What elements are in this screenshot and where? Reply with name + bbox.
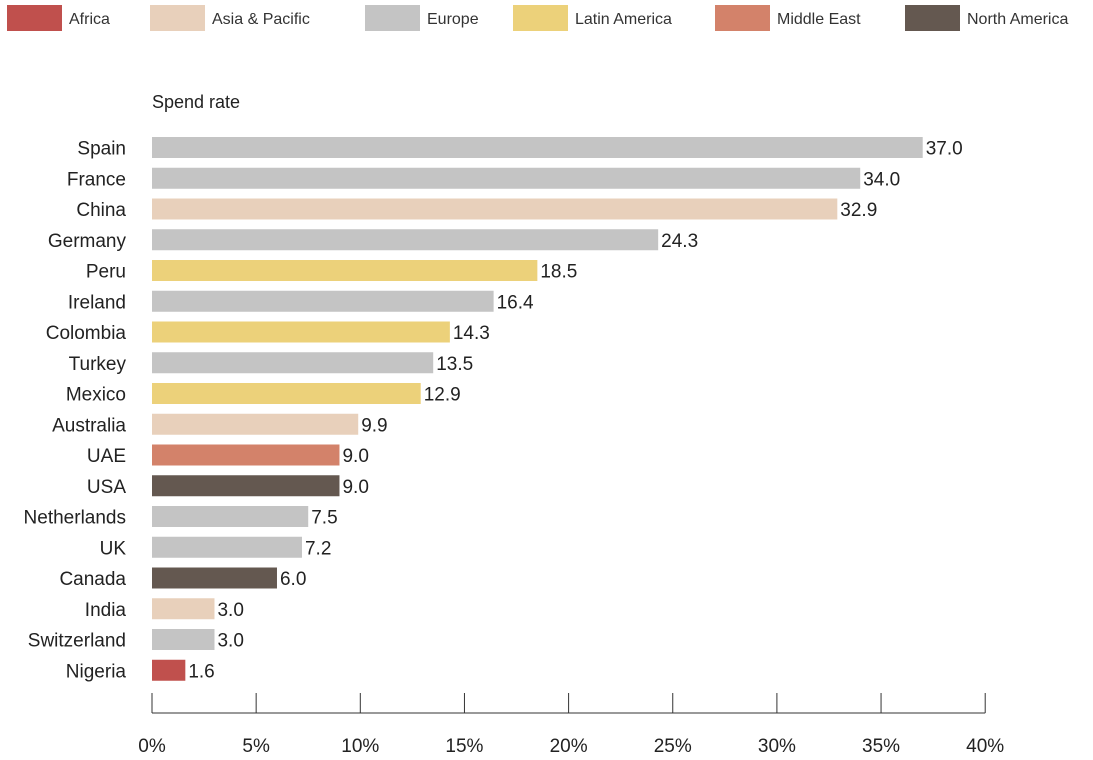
value-label-peru: 18.5 (540, 262, 577, 283)
value-label-usa: 9.0 (342, 477, 368, 498)
bar-nigeria (152, 659, 186, 681)
category-label-spain: Spain (77, 139, 126, 160)
category-label-turkey: Turkey (69, 354, 127, 375)
x-tick-label-15: 15% (445, 736, 483, 757)
legend-label-latin-america: Latin America (575, 11, 672, 28)
category-label-mexico: Mexico (66, 385, 126, 406)
category-label-uk: UK (100, 538, 127, 559)
bar-france (152, 167, 861, 189)
value-label-china: 32.9 (840, 200, 877, 221)
category-labels: Spain France China Germany Peru Ireland Colomb… (24, 139, 127, 683)
category-label-france: France (67, 169, 126, 190)
category-label-usa: USA (87, 477, 126, 498)
bar-australia (152, 413, 359, 435)
legend-label-europe: Europe (427, 11, 479, 28)
legend-label-north-america: North America (967, 11, 1068, 28)
value-labels: 37.0 34.0 32.9 24.3 18.5 16.4 14.3 13.5 12.9 9.9 9… (188, 139, 962, 683)
value-label-india: 3.0 (217, 600, 243, 621)
value-label-switzerland: 3.0 (217, 631, 243, 652)
legend: Africa Asia & Pacific Europe Latin America M… (7, 5, 1068, 31)
category-label-australia: Australia (52, 415, 126, 436)
category-label-colombia: Colombia (46, 323, 127, 344)
category-label-switzerland: Switzerland (28, 631, 126, 652)
value-label-spain: 37.0 (926, 139, 963, 160)
x-axis: 0% 5% 10% 15% 20% 25% 30% 35% 40% (138, 693, 1004, 757)
bar-colombia (152, 321, 450, 343)
y-axis-title: Spend rate (152, 92, 240, 112)
x-tick-label-35: 35% (862, 736, 900, 757)
legend-label-africa: Africa (69, 11, 110, 28)
bar-turkey (152, 352, 434, 374)
category-label-nigeria: Nigeria (66, 661, 127, 682)
value-label-mexico: 12.9 (424, 385, 461, 406)
category-label-uae: UAE (87, 446, 126, 467)
x-tick-label-0: 0% (138, 736, 166, 757)
bar-peru (152, 260, 538, 281)
bar-germany (152, 229, 659, 251)
value-label-turkey: 13.5 (436, 354, 473, 375)
value-label-ireland: 16.4 (497, 292, 534, 313)
legend-swatch-europe (365, 5, 420, 31)
bar-mexico (152, 383, 421, 404)
value-label-australia: 9.9 (361, 415, 387, 436)
value-label-uae: 9.0 (342, 446, 368, 467)
value-label-netherlands: 7.5 (311, 508, 337, 529)
x-tick-label-20: 20% (550, 736, 588, 757)
legend-swatch-africa (7, 5, 62, 31)
legend-swatch-north-america (905, 5, 960, 31)
value-label-canada: 6.0 (280, 569, 306, 590)
x-tick-label-40: 40% (966, 736, 1004, 757)
category-label-india: India (85, 600, 127, 621)
legend-label-middle-east: Middle East (777, 11, 861, 28)
category-label-china: China (76, 200, 126, 221)
value-label-uk: 7.2 (305, 538, 331, 559)
value-label-colombia: 14.3 (453, 323, 490, 344)
bar-uk (152, 536, 302, 558)
bar-india (152, 598, 215, 620)
bar-china (152, 198, 838, 220)
legend-swatch-latin-america (513, 5, 568, 31)
x-tick-label-30: 30% (758, 736, 796, 757)
category-label-germany: Germany (48, 231, 127, 252)
bars (152, 137, 923, 681)
bar-ireland (152, 290, 494, 312)
x-tick-label-10: 10% (341, 736, 379, 757)
x-tick-label-5: 5% (242, 736, 270, 757)
category-label-netherlands: Netherlands (24, 508, 126, 529)
category-label-canada: Canada (59, 569, 126, 590)
x-tick-label-25: 25% (654, 736, 692, 757)
category-label-peru: Peru (86, 262, 126, 283)
legend-swatch-middle-east (715, 5, 770, 31)
bar-canada (152, 567, 277, 589)
category-label-ireland: Ireland (68, 292, 126, 313)
bar-netherlands (152, 506, 309, 527)
legend-swatch-asia-pacific (150, 5, 205, 31)
bar-switzerland (152, 629, 215, 650)
bar-usa (152, 475, 340, 497)
value-label-france: 34.0 (863, 169, 900, 190)
value-label-germany: 24.3 (661, 231, 698, 252)
value-label-nigeria: 1.6 (188, 661, 214, 682)
bar-spain (152, 137, 923, 158)
legend-label-asia-pacific: Asia & Pacific (212, 11, 310, 28)
bar-uae (152, 444, 340, 466)
